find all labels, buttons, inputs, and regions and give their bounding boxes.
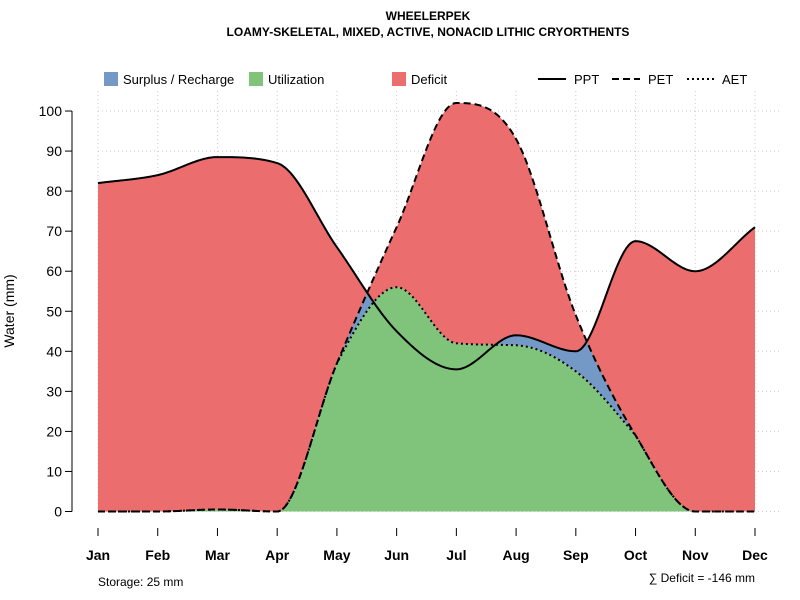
series-line-ppt [97, 156, 756, 371]
y-tick-label: 50 [46, 303, 62, 319]
y-tick-label: 40 [46, 343, 62, 359]
legend: Surplus / Recharge Utilization Deficit P… [104, 72, 747, 87]
x-tick-label-oct: Oct [624, 547, 648, 563]
x-tick-label-mar: Mar [205, 547, 230, 563]
x-tick-label-aug: Aug [502, 547, 529, 563]
y-axis-label: Water (mm) [1, 274, 17, 347]
series-lines [97, 102, 756, 513]
legend-label-ppt: PPT [574, 72, 599, 87]
y-tick-label: 0 [54, 504, 62, 520]
legend-label-deficit: Deficit [411, 72, 448, 87]
y-tick-label: 70 [46, 223, 62, 239]
y-tick-label: 20 [46, 423, 62, 439]
x-tick-label-nov: Nov [682, 547, 709, 563]
legend-label-pet: PET [648, 72, 673, 87]
y-tick-label: 10 [46, 463, 62, 479]
x-tick-label-sep: Sep [563, 547, 589, 563]
legend-swatch-utilization [249, 72, 263, 86]
legend-swatch-surplus [104, 72, 118, 86]
utilization-area [98, 287, 755, 512]
y-tick-label: 60 [46, 263, 62, 279]
legend-label-surplus: Surplus / Recharge [123, 72, 234, 87]
deficit-note: ∑ Deficit = -146 mm [649, 571, 755, 585]
chart-title: WHEELERPEK [386, 9, 471, 23]
legend-label-utilization: Utilization [268, 72, 324, 87]
x-tick-label-dec: Dec [742, 547, 768, 563]
series-line-pet [98, 102, 755, 513]
x-tick-label-may: May [323, 547, 350, 563]
x-tick-label-jul: Jul [446, 547, 466, 563]
areas [98, 103, 755, 512]
deficit-area [98, 103, 755, 512]
legend-label-aet: AET [722, 72, 747, 87]
y-tick-label: 80 [46, 183, 62, 199]
x-tick-label-jun: Jun [384, 547, 409, 563]
y-tick-label: 100 [39, 103, 63, 119]
x-tick-label-apr: Apr [265, 547, 290, 563]
storage-note: Storage: 25 mm [98, 575, 183, 589]
chart-subtitle: LOAMY-SKELETAL, MIXED, ACTIVE, NONACID L… [227, 25, 630, 39]
x-tick-label-jan: Jan [86, 547, 110, 563]
x-tick-label-feb: Feb [145, 547, 170, 563]
legend-swatch-deficit [392, 72, 406, 86]
y-tick-label: 30 [46, 383, 62, 399]
axes: 0 10 20 30 40 50 60 70 80 90 100 Jan Feb Mar Apr May Jun… [39, 103, 768, 563]
y-tick-label: 90 [46, 143, 62, 159]
